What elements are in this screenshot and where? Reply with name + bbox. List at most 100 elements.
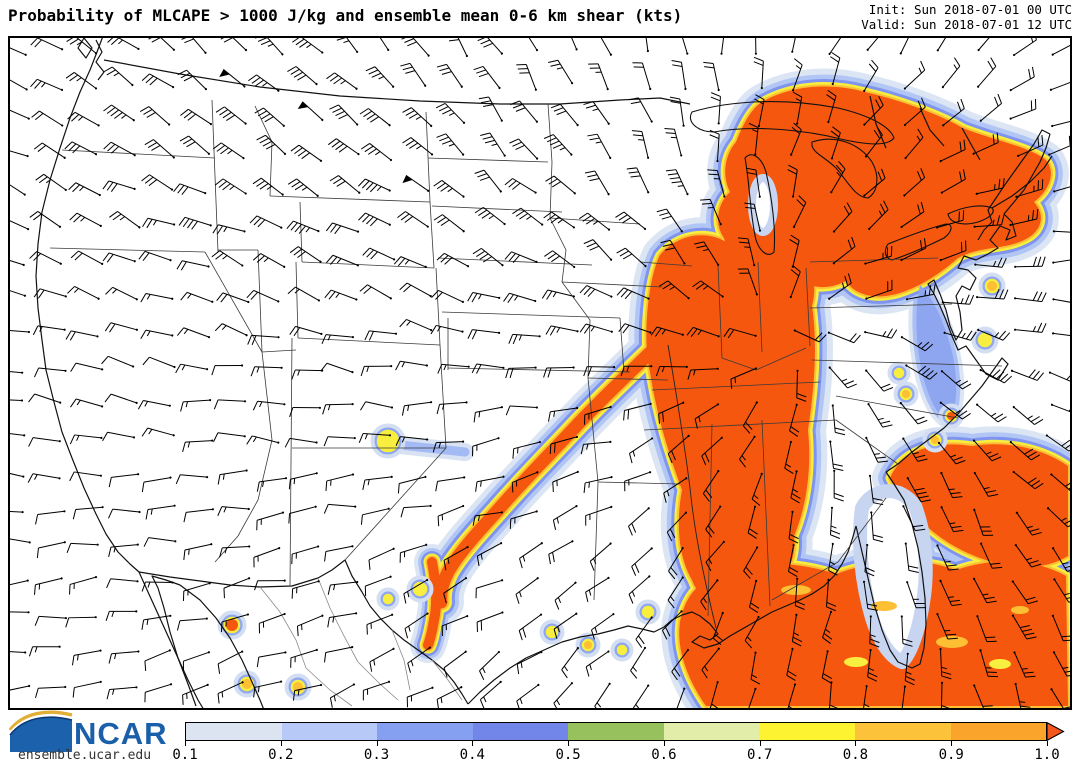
wind-barb xyxy=(103,66,134,87)
wind-barb xyxy=(737,268,759,296)
wind-barb xyxy=(828,36,846,56)
wind-barb xyxy=(505,366,537,379)
wind-barb xyxy=(790,122,802,156)
state-border xyxy=(835,395,959,419)
wind-barb xyxy=(658,401,685,424)
probability-spot xyxy=(902,390,910,398)
wind-barb xyxy=(430,324,464,335)
wind-barb xyxy=(1052,254,1072,264)
wind-barb xyxy=(320,362,354,374)
wind-barb xyxy=(668,547,684,580)
wind-barb xyxy=(8,75,28,91)
wind-barb xyxy=(182,651,210,672)
probability-spot xyxy=(987,281,997,291)
mexico-state-border xyxy=(431,659,463,701)
wind-barb xyxy=(903,60,926,90)
wind-barb xyxy=(292,36,324,54)
wind-barb xyxy=(182,683,209,705)
page-title: Probability of MLCAPE > 1000 J/kg and en… xyxy=(8,6,683,25)
wind-barb xyxy=(8,650,27,654)
wind-barb xyxy=(504,178,537,194)
wind-barb xyxy=(254,36,284,56)
wind-barb xyxy=(433,214,465,233)
wind-barb xyxy=(833,469,844,502)
lake-ontario xyxy=(947,205,994,225)
wind-barb xyxy=(256,134,287,155)
wind-barb xyxy=(583,101,610,125)
wind-barb xyxy=(287,178,319,197)
wind-barb xyxy=(182,582,211,602)
wind-barb xyxy=(594,682,611,710)
wind-barb xyxy=(939,240,967,262)
probability-spot xyxy=(619,647,625,653)
wind-barb xyxy=(904,652,915,686)
wind-barb xyxy=(177,69,207,91)
wind-barb xyxy=(69,434,103,445)
wind-barb xyxy=(175,474,209,485)
wind-barb xyxy=(8,369,24,374)
wind-barb xyxy=(937,441,966,465)
wind-barb xyxy=(747,505,758,539)
wind-barb xyxy=(178,36,207,54)
wind-barb xyxy=(1010,369,1044,381)
wind-barb xyxy=(141,73,175,89)
wind-barb xyxy=(516,683,540,710)
wind-barb xyxy=(590,612,615,640)
wind-barb xyxy=(692,280,724,298)
wind-barb xyxy=(220,613,249,632)
wind-barb xyxy=(578,212,611,231)
wind-barb xyxy=(707,169,726,198)
colorbar-tick-label: 0.8 xyxy=(842,747,869,763)
wind-barb xyxy=(144,649,171,671)
colorbar-tick xyxy=(951,741,953,746)
wind-barb xyxy=(976,615,997,643)
state-border xyxy=(639,261,693,267)
wind-barb xyxy=(548,406,579,422)
wind-barb xyxy=(64,141,98,156)
wind-barb xyxy=(397,211,429,228)
wind-barb xyxy=(219,545,251,558)
wind-barb xyxy=(867,403,893,428)
wind-barb xyxy=(979,649,999,678)
state-border xyxy=(344,447,447,561)
wind-barb xyxy=(360,401,394,411)
probability-texture-patch xyxy=(1011,606,1029,614)
wind-barb xyxy=(480,132,506,157)
colorbar-overflow-arrow xyxy=(1047,722,1065,741)
wind-barb xyxy=(436,686,463,710)
state-border xyxy=(435,267,441,346)
wind-barb xyxy=(541,289,576,300)
wind-barb xyxy=(35,510,66,525)
wind-barb xyxy=(748,122,759,156)
wind-barb xyxy=(552,505,578,530)
wind-barb xyxy=(8,684,31,693)
wind-barb xyxy=(791,613,803,647)
wind-barb xyxy=(443,577,468,604)
wind-barb xyxy=(28,437,61,447)
valid-time: Valid: Sun 2018-07-01 12 UTC xyxy=(861,17,1072,32)
mexico-state-border xyxy=(357,661,399,701)
wind-barb xyxy=(1051,330,1072,338)
wind-barb xyxy=(509,138,539,160)
wind-barb xyxy=(1014,682,1032,710)
wind-barb xyxy=(254,579,286,591)
wind-barb xyxy=(584,170,610,196)
wind-barb xyxy=(252,177,284,196)
wind-barb xyxy=(666,511,688,542)
wind-barb xyxy=(325,222,360,235)
ncar-logo-text: NCAR xyxy=(74,716,168,751)
wind-barb xyxy=(829,440,844,471)
wind-barb xyxy=(142,356,176,369)
wind-barb xyxy=(900,615,913,647)
wind-barb xyxy=(512,441,542,459)
probability-spot xyxy=(980,335,990,345)
wind-barb xyxy=(219,69,246,88)
wind-barb xyxy=(467,329,501,340)
wind-barb xyxy=(176,260,210,271)
wind-barb xyxy=(784,440,794,474)
wind-barb xyxy=(475,579,504,599)
wind-barb xyxy=(580,440,612,455)
wind-barb xyxy=(144,683,173,703)
wind-barb xyxy=(141,476,172,493)
wind-barb xyxy=(754,36,758,55)
